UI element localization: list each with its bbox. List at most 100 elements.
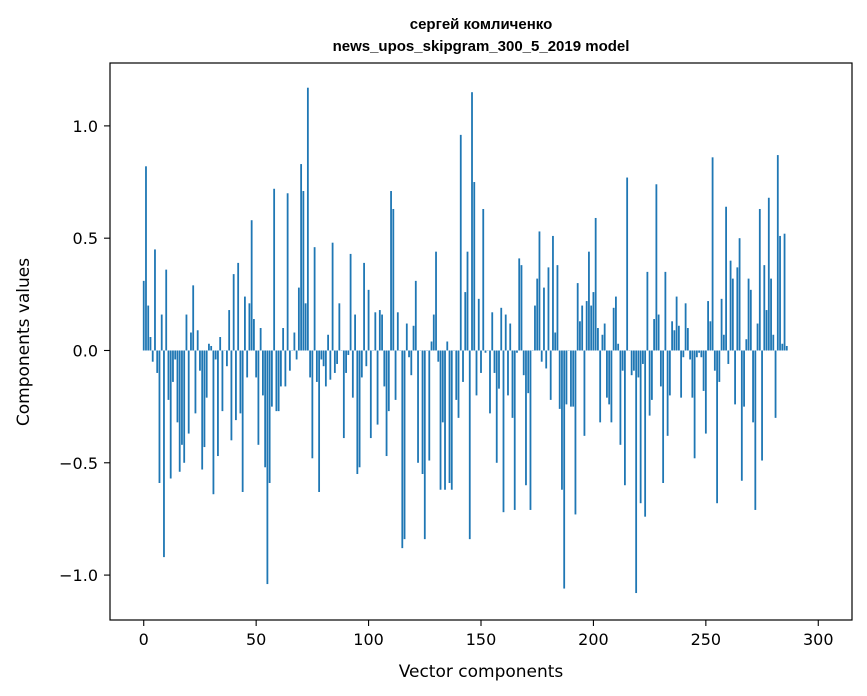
bar-178: [543, 287, 545, 351]
bar-246: [695, 350, 698, 358]
bar-251: [707, 301, 709, 351]
bar-5: [154, 249, 156, 351]
bar-141: [459, 134, 462, 351]
bar-143: [464, 292, 467, 351]
bar-8: [160, 314, 163, 351]
bar-199: [590, 305, 593, 351]
x-axis-label: Vector components: [399, 662, 564, 682]
bar-46: [246, 350, 249, 378]
bar-231: [662, 350, 665, 483]
bar-261: [729, 260, 732, 351]
bar-204: [601, 334, 604, 351]
x-tick-label-50: 50: [246, 630, 266, 649]
bar-159: [500, 307, 503, 351]
bar-208: [610, 350, 613, 423]
bar-256: [718, 350, 721, 382]
bar-29: [208, 343, 210, 351]
bar-64: [286, 193, 289, 351]
bar-281: [774, 350, 777, 418]
bar-209: [612, 307, 615, 351]
bar-110: [390, 191, 392, 351]
bar-175: [536, 278, 539, 351]
bar-94: [354, 314, 356, 351]
y-axis-ticks: −1.0 −0.5 0.0 0.5 1.0: [59, 117, 110, 585]
bar-121: [414, 280, 417, 351]
bar-230: [659, 350, 662, 387]
bar-186: [561, 350, 563, 490]
bar-265: [738, 238, 741, 351]
bar-42: [237, 262, 240, 351]
bar-239: [680, 350, 683, 398]
bar-150: [480, 350, 482, 373]
bar-115: [401, 350, 404, 549]
bar-69: [297, 287, 300, 351]
bar-27: [203, 350, 206, 448]
bar-37: [226, 350, 228, 367]
bar-81: [324, 350, 327, 387]
bar-233: [666, 350, 669, 436]
bar-31: [212, 350, 215, 495]
bar-95: [356, 350, 359, 475]
bar-18: [183, 350, 186, 463]
bar-130: [435, 251, 437, 351]
y-tick-label-1: −0.5: [59, 454, 98, 473]
bar-98: [363, 262, 365, 351]
bar-41: [235, 350, 237, 421]
bar-60: [277, 350, 280, 412]
bar-44: [241, 350, 244, 492]
bar-192: [574, 350, 577, 515]
bar-54: [264, 350, 267, 468]
bar-226: [650, 350, 653, 400]
bar-26: [201, 350, 204, 470]
bar-82: [327, 334, 329, 351]
bar-222: [641, 350, 644, 364]
bar-191: [572, 350, 575, 407]
bar-245: [693, 350, 696, 459]
bar-253: [711, 157, 714, 351]
bar-249: [702, 350, 705, 391]
bar-254: [713, 350, 716, 371]
bar-152: [484, 350, 487, 353]
bar-111: [392, 208, 395, 351]
bar-286: [785, 345, 788, 351]
bar-235: [671, 321, 674, 351]
bar-14: [174, 350, 177, 360]
bar-122: [417, 350, 419, 463]
bar-272: [754, 350, 757, 510]
bar-164: [511, 350, 514, 418]
bar-203: [599, 350, 602, 423]
bar-63: [284, 350, 287, 387]
bar-125: [423, 350, 426, 540]
bar-275: [761, 350, 763, 461]
x-tick-label-200: 200: [578, 630, 609, 649]
bar-193: [576, 283, 579, 351]
bar-185: [558, 350, 561, 409]
bar-28: [205, 350, 208, 398]
bar-147: [473, 182, 476, 351]
bar-12: [169, 350, 172, 479]
bar-65: [288, 350, 291, 371]
bar-162: [507, 350, 509, 396]
bar-113: [396, 312, 399, 351]
bar-24: [196, 330, 199, 351]
bar-266: [740, 350, 743, 481]
bar-284: [781, 343, 784, 351]
bar-157: [495, 350, 498, 463]
bar-236: [673, 330, 676, 351]
bar-90: [345, 350, 347, 373]
bar-207: [608, 350, 611, 405]
bar-96: [358, 350, 361, 468]
x-tick-label-150: 150: [466, 630, 497, 649]
bar-11: [167, 350, 170, 400]
bar-2: [147, 305, 150, 351]
bar-172: [529, 350, 532, 510]
bar-140: [457, 350, 460, 418]
bar-97: [360, 350, 363, 378]
bar-234: [668, 350, 671, 396]
bar-223: [644, 350, 647, 517]
bar-170: [525, 350, 527, 486]
bar-161: [504, 314, 507, 351]
bar-48: [250, 220, 253, 351]
bar-1: [145, 166, 147, 351]
